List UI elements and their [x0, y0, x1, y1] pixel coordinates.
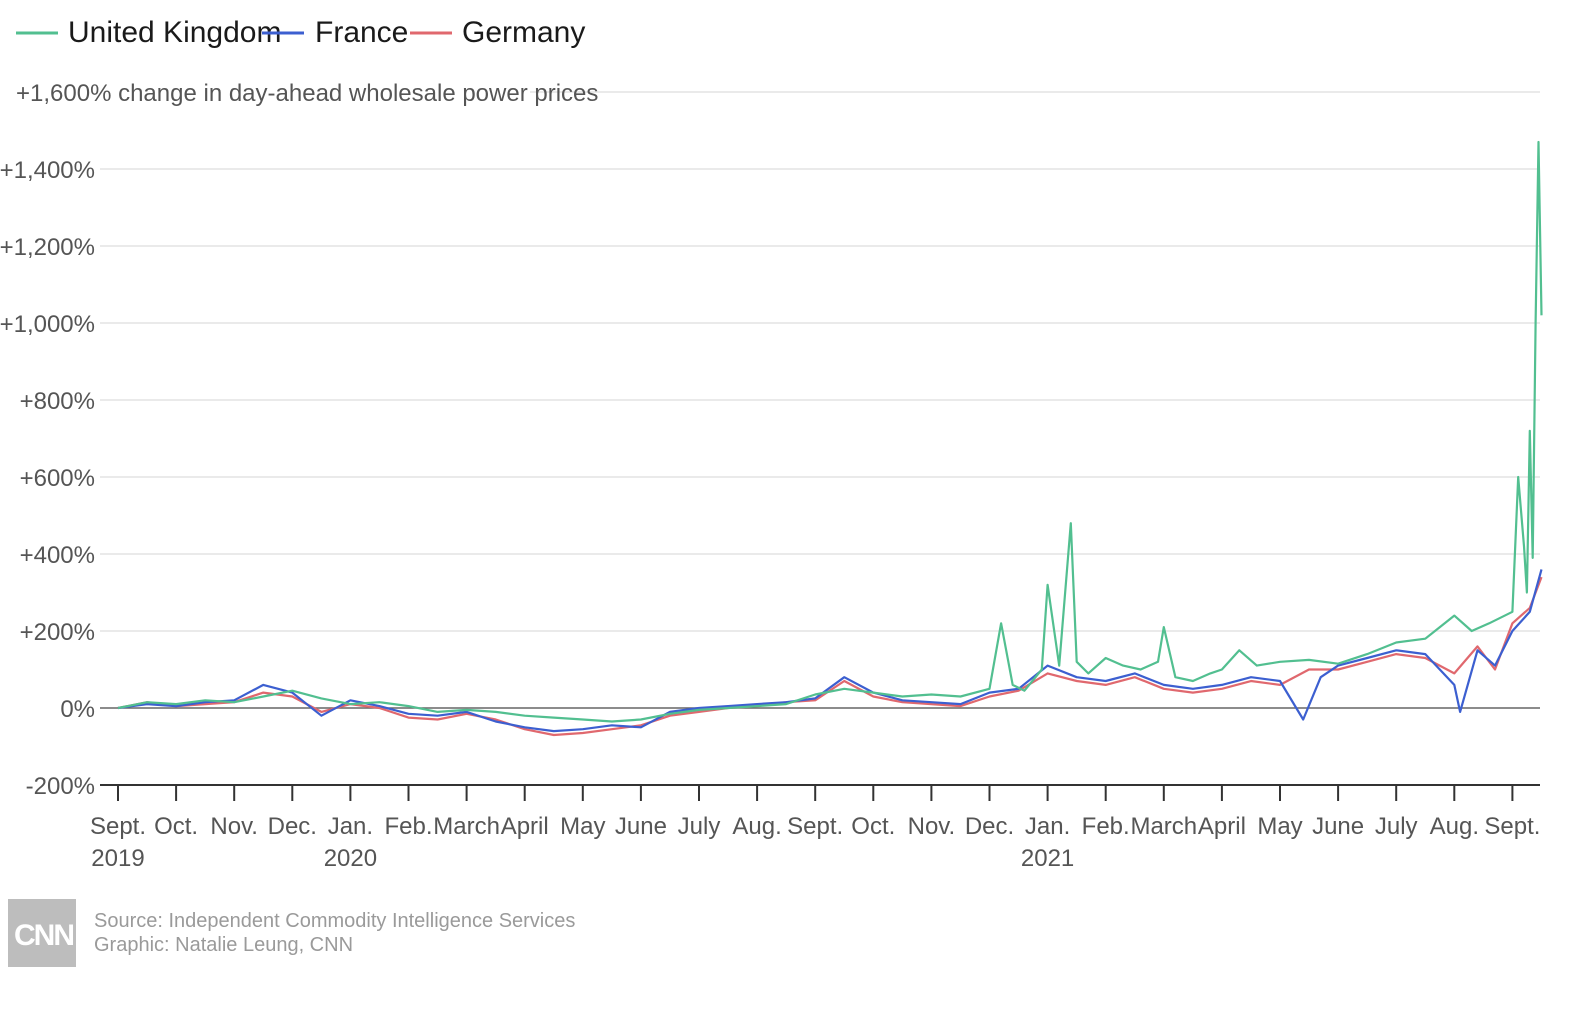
legend: United Kingdom France Germany [16, 16, 585, 49]
x-tick-label: Nov. [210, 813, 258, 840]
x-tick-label: April [1198, 813, 1246, 840]
cnn-logo [8, 899, 76, 967]
x-tick-label: Jan. [1025, 813, 1070, 840]
y-tick-label: +1,200% [0, 234, 95, 261]
series-lines [117, 140, 1543, 737]
x-tick-label: Sept. [90, 813, 146, 840]
x-tick-label: May [560, 813, 605, 840]
x-tick-label: May [1257, 813, 1302, 840]
x-tick-label: Aug. [1430, 813, 1479, 840]
x-tick-label: Oct. [154, 813, 198, 840]
footer: CNN Source: Independent Commodity Intell… [8, 899, 575, 967]
legend-item-france: France [262, 16, 408, 49]
series-line-united-kingdom [117, 140, 1543, 723]
credit-text: Graphic: Natalie Leung, CNN [94, 934, 353, 956]
y-tick-label: +1,400% [0, 157, 95, 184]
x-tick-label: July [1375, 813, 1418, 840]
x-tick-year-label: 2019 [91, 845, 144, 872]
x-tick-label: Nov. [908, 813, 956, 840]
x-tick-label: March [433, 813, 500, 840]
source-text: Source: Independent Commodity Intelligen… [94, 910, 575, 932]
x-tick-label: Jan. [328, 813, 373, 840]
cnn-logo-text: CNN [14, 919, 73, 952]
y-tick-label: +1,000% [0, 311, 95, 338]
x-tick-label: Oct. [851, 813, 895, 840]
y-axis-ticks: -200% 0% +200% +400% +600% +800% +1,000% +1,200… [0, 157, 95, 800]
x-tick-label: Sept. [1484, 813, 1540, 840]
x-tick-label: Aug. [732, 813, 781, 840]
y-axis-label: +1,600% change in day-ahead wholesale po… [16, 80, 598, 107]
x-tick-label: Feb. [384, 813, 432, 840]
x-tick-label: Sept. [787, 813, 843, 840]
legend-label-germany: Germany [462, 16, 585, 49]
legend-item-germany: Germany [410, 16, 585, 49]
x-tick-label: Dec. [965, 813, 1014, 840]
x-tick-label: June [615, 813, 667, 840]
x-tick-label: March [1130, 813, 1197, 840]
x-tick-label: July [678, 813, 721, 840]
y-tick-label: -200% [26, 773, 95, 800]
series-line-germany [117, 576, 1543, 737]
y-tick-label: +800% [20, 388, 95, 415]
x-tick-label: April [501, 813, 549, 840]
legend-label-france: France [315, 16, 408, 49]
x-tick-label: Feb. [1082, 813, 1130, 840]
gridlines [100, 168, 1540, 709]
y-tick-label: +400% [20, 542, 95, 569]
x-tick-label: Dec. [268, 813, 317, 840]
x-tick-label: June [1312, 813, 1364, 840]
x-tick-year-label: 2021 [1021, 845, 1074, 872]
legend-label-uk: United Kingdom [68, 16, 281, 49]
y-tick-label: 0% [60, 696, 95, 723]
series-line-france [117, 569, 1543, 733]
y-tick-label: +200% [20, 619, 95, 646]
legend-item-uk: United Kingdom [16, 16, 281, 49]
y-tick-label: +600% [20, 465, 95, 492]
x-tick-year-label: 2020 [324, 845, 377, 872]
